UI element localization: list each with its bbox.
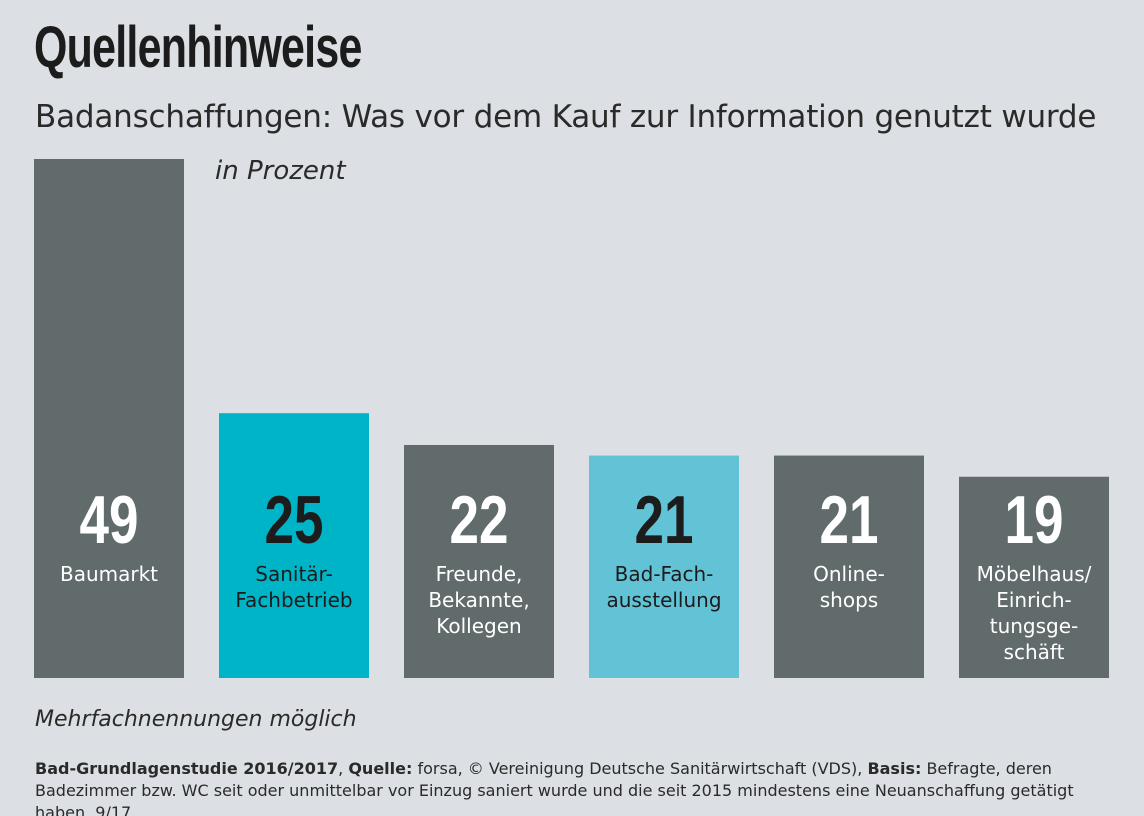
source-text: forsa, © Vereinigung Deutsche Sanitärwir… xyxy=(412,759,868,778)
bar-value-label-3: 22 xyxy=(450,482,509,558)
bar-value-label-6: 19 xyxy=(1005,482,1064,558)
bar-value-label-4: 21 xyxy=(635,482,694,558)
bar-value-label-2: 25 xyxy=(265,482,324,558)
basis-text: Befragte, deren Badezimmer bzw. WC seit … xyxy=(35,759,1074,816)
bar-value-label-5: 21 xyxy=(820,482,879,558)
unit-label: in Prozent xyxy=(215,156,346,186)
category-label-5: Online-shops xyxy=(813,562,885,612)
source-label: Quelle: xyxy=(348,759,413,778)
category-label-3: Freunde, Bekannte, Kollegen xyxy=(428,562,529,638)
category-label-6: Möbelhaus/Einrich-tungsge-schäft xyxy=(977,562,1092,664)
bar-2 xyxy=(219,413,369,678)
study-label: Bad-Grundlagenstudie 2016/2017 xyxy=(35,759,339,778)
category-label-4: Bad-Fach-ausstellung xyxy=(606,562,721,612)
source-footer: Bad-Grundlagenstudie 2016/2017, Quelle: … xyxy=(35,758,1130,816)
basis-label: Basis: xyxy=(867,759,922,778)
footer-separator: , xyxy=(338,759,349,778)
bar-1 xyxy=(34,159,184,678)
chart-title: Badanschaffungen: Was vor dem Kauf zur I… xyxy=(35,99,1097,135)
category-label-2: Sanitär-Fachbetrieb xyxy=(235,562,352,612)
category-label-1: Baumarkt xyxy=(60,562,158,586)
footnote: Mehrfachnennungen möglich xyxy=(35,707,357,732)
bar-value-label-1: 49 xyxy=(80,482,139,558)
bar-6 xyxy=(959,476,1109,678)
bar-4 xyxy=(589,455,739,678)
bar-5 xyxy=(774,455,924,678)
headline: Quellenhinweise xyxy=(34,15,362,80)
bar-3 xyxy=(404,444,554,678)
